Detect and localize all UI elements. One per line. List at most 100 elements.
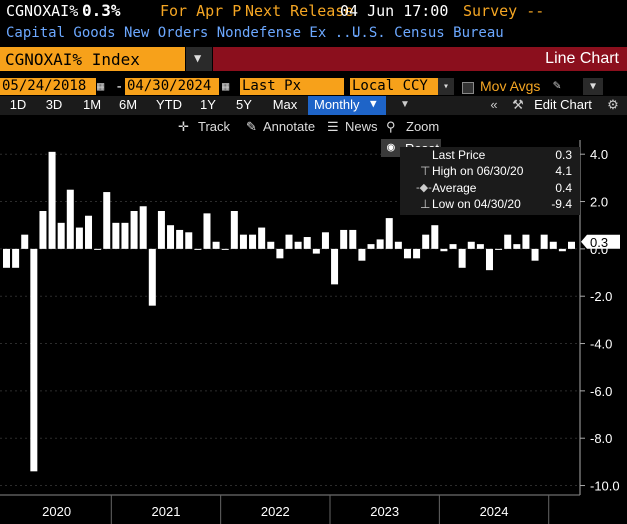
legend-average-value: 0.4	[555, 181, 572, 195]
gridlines	[0, 153, 580, 487]
end-date-value: 04/30/2024	[127, 78, 212, 94]
security-description[interactable]: Capital Goods New Orders Nondefense Ex .…	[6, 25, 361, 41]
bar	[39, 211, 47, 249]
x-axis: 2020 2021 2022 2023 2024	[0, 494, 580, 524]
filter-icon[interactable]: ▼	[583, 78, 603, 95]
bar	[94, 248, 102, 250]
legend-last-price-value: 0.3	[555, 148, 572, 162]
bar	[12, 248, 20, 268]
legend-high: ⊤ High on 06/30/20 4.1	[400, 164, 580, 180]
bar	[85, 215, 93, 249]
annotate-button[interactable]: Annotate	[263, 119, 316, 134]
bar	[476, 244, 484, 249]
bar	[167, 225, 175, 249]
annotate-icon[interactable]: ✎	[246, 119, 257, 134]
bar	[239, 234, 247, 249]
period-max[interactable]: Max	[272, 97, 298, 112]
bar	[321, 232, 329, 249]
x-tick-label: 2024	[480, 504, 509, 519]
bar	[139, 206, 147, 249]
bar	[148, 248, 156, 306]
data-source[interactable]: U.S. Census Bureau	[352, 25, 504, 41]
field-select[interactable]: Last Px	[240, 78, 344, 95]
edit-chart-button[interactable]: Edit Chart	[534, 97, 592, 112]
pencil-icon[interactable]: ✎	[553, 78, 561, 93]
track-button[interactable]: Track	[198, 119, 231, 134]
bar	[48, 151, 56, 249]
end-date-input[interactable]: 04/30/2024	[125, 78, 219, 95]
for-period: For Apr P	[160, 2, 242, 20]
bar	[276, 248, 284, 259]
calendar-icon[interactable]: ▦	[222, 79, 230, 93]
security-dropdown[interactable]: ▼	[186, 47, 212, 71]
calendar-icon[interactable]: ▦	[97, 79, 105, 93]
gear-icon[interactable]: ⚙	[607, 97, 619, 112]
frequency-label: Monthly	[314, 97, 360, 112]
bar	[66, 189, 74, 249]
chevron-down-icon[interactable]: ▾	[438, 78, 454, 95]
description-row: Capital Goods New Orders Nondefense Ex .…	[0, 23, 627, 45]
period-1m[interactable]: 1M	[82, 97, 102, 112]
frequency-select[interactable]: Monthly ▼	[308, 96, 386, 115]
period-5y[interactable]: 5Y	[236, 97, 252, 112]
bar	[203, 213, 211, 249]
collapse-icon[interactable]: «	[490, 97, 498, 112]
zoom-button[interactable]: Zoom	[406, 119, 440, 134]
period-3d[interactable]: 3D	[45, 97, 63, 112]
period-1y[interactable]: 1Y	[200, 97, 216, 112]
filter-icon[interactable]: ▼	[400, 99, 410, 110]
period-1d[interactable]: 1D	[9, 97, 27, 112]
x-tick-label: 2023	[370, 504, 399, 519]
bar	[103, 192, 111, 249]
period-ytd[interactable]: YTD	[156, 97, 182, 112]
bar	[458, 248, 466, 268]
bar	[522, 234, 530, 249]
bar	[194, 248, 202, 250]
legend-average-label: Average	[432, 181, 477, 195]
legend-low: ⊥ Low on 04/30/20 -9.4	[400, 197, 580, 213]
survey-label: Survey --	[463, 2, 545, 20]
bar	[413, 248, 421, 259]
mov-avgs-checkbox[interactable]	[462, 82, 474, 94]
bar	[485, 248, 493, 271]
bar	[358, 248, 366, 261]
news-icon[interactable]: ☰	[327, 119, 339, 134]
bar	[294, 241, 302, 249]
bar	[403, 248, 411, 259]
security-input[interactable]: CGNOXAI% Index	[0, 47, 185, 71]
wrench-icon[interactable]: ⚒	[512, 97, 524, 112]
bar	[30, 248, 38, 472]
y-tick-label: 2.0	[590, 195, 608, 210]
bars	[3, 151, 575, 472]
bar	[449, 244, 457, 249]
high-marker-icon: ⊤	[420, 164, 431, 178]
bar	[431, 225, 439, 249]
next-release-label: Next Release	[245, 2, 354, 20]
bar	[176, 229, 184, 249]
zoom-icon[interactable]: ⚲	[386, 119, 396, 134]
currency-select[interactable]: Local CCY	[350, 78, 438, 95]
x-tick-label: 2021	[152, 504, 181, 519]
start-date-input[interactable]: 05/24/2018	[0, 78, 96, 95]
track-icon[interactable]: ✛	[178, 119, 189, 134]
last-value-label: 0.3	[590, 235, 608, 250]
period-6m[interactable]: 6M	[118, 97, 138, 112]
chevron-down-icon: ▼	[370, 97, 377, 110]
chart-type-label[interactable]: Line Chart	[545, 50, 619, 67]
chart-type-bar: Line Chart	[213, 47, 627, 71]
date-separator: -	[115, 79, 124, 95]
last-value-marker	[581, 234, 620, 249]
y-tick-label: -4.0	[590, 337, 612, 352]
bar	[230, 211, 238, 249]
bar	[258, 227, 266, 249]
next-release-date: 04 Jun 17:00	[340, 2, 449, 20]
news-button[interactable]: News	[345, 119, 378, 134]
mov-avgs-label[interactable]: Mov Avgs	[480, 78, 541, 94]
bar	[3, 248, 10, 268]
bar-chart[interactable]: 4.02.00.0-2.0-4.0-6.0-8.0-10.00.3 2020 20…	[0, 137, 627, 524]
bar	[285, 234, 293, 249]
bar	[75, 227, 83, 249]
y-tick-label: -2.0	[590, 289, 612, 304]
field-value: Last Px	[242, 78, 302, 94]
legend-high-label: High on 06/30/20	[432, 164, 524, 178]
